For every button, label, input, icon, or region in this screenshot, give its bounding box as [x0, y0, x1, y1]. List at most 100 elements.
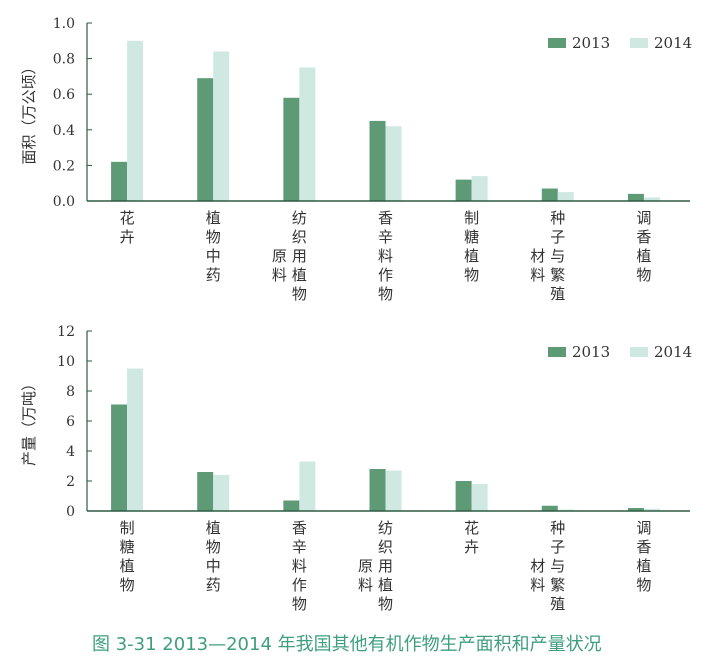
category-label-char: 种: [550, 209, 565, 227]
bar-2014: [643, 508, 660, 511]
y-tick-label: 6: [66, 414, 75, 430]
category-label-char: 植: [206, 209, 221, 227]
category-label-char: 植: [636, 247, 651, 265]
legend-label-2014: 2014: [654, 343, 692, 361]
production-chart-panel: 024681012产量（万吨）制糖植物植物中药香辛料作物纺织用植物原料花卉种子与…: [20, 324, 692, 613]
category-label-char: 织: [378, 538, 393, 556]
category-label-char: 料: [292, 557, 307, 575]
category-label-char: 种: [550, 519, 565, 537]
y-tick-label: 0.0: [53, 194, 75, 210]
bar-2014: [385, 470, 402, 511]
legend-swatch-2013: [548, 38, 566, 48]
bar-2014: [471, 176, 488, 201]
category-label-char: 繁: [550, 576, 565, 594]
bar-2014: [557, 192, 574, 201]
category-label-char: 香: [292, 519, 307, 537]
legend-label-2014: 2014: [654, 34, 692, 52]
category-label-char: 物: [636, 266, 651, 284]
bar-2013: [369, 120, 386, 201]
category-label-char: 用: [378, 557, 393, 575]
category-label-char: 织: [292, 228, 307, 246]
category-label-char: 植: [120, 557, 135, 575]
category-label-char: 子: [550, 228, 565, 246]
category-label-char: 殖: [550, 595, 565, 613]
category-label-char: 纺: [292, 209, 307, 227]
y-tick-label: 0: [66, 504, 75, 520]
y-tick-label: 0.6: [53, 87, 75, 103]
bar-2014: [643, 197, 660, 201]
category-label-char: 糖: [120, 538, 135, 556]
y-tick-label: 1.0: [53, 16, 75, 32]
category-label-char: 中: [206, 557, 221, 575]
category-label-char: 料: [530, 576, 545, 594]
category-label-char: 物: [636, 576, 651, 594]
category-label-char: 材: [530, 247, 545, 265]
bar-2013: [111, 404, 128, 511]
category-label-char: 香: [636, 538, 651, 556]
bar-2014: [213, 475, 230, 511]
bar-2014: [299, 461, 316, 511]
category-label-char: 花: [120, 209, 135, 227]
category-label-char: 子: [550, 538, 565, 556]
category-label-char: 植: [464, 247, 479, 265]
category-label-char: 植: [206, 519, 221, 537]
category-label-char: 物: [378, 595, 393, 613]
category-label-char: 花: [464, 519, 479, 537]
bar-2013: [197, 78, 214, 201]
category-label-char: 物: [292, 285, 307, 303]
category-label-char: 物: [464, 266, 479, 284]
bar-2013: [455, 481, 472, 511]
category-label-char: 与: [550, 557, 565, 575]
category-label-char: 原: [358, 557, 373, 575]
category-label-char: 料: [378, 247, 393, 265]
category-label-char: 植: [636, 557, 651, 575]
bar-2013: [369, 469, 386, 511]
bar-2014: [385, 126, 402, 201]
category-label-char: 与: [550, 247, 565, 265]
category-label-char: 辛: [292, 538, 307, 556]
category-label-char: 中: [206, 247, 221, 265]
y-tick-label: 4: [66, 444, 75, 460]
category-label-char: 药: [206, 266, 221, 284]
category-label-char: 作: [378, 266, 393, 284]
bar-2014: [127, 368, 144, 511]
category-label-char: 料: [530, 266, 545, 284]
category-label-char: 物: [120, 576, 135, 594]
bar-2014: [213, 51, 230, 202]
bar-2013: [627, 508, 644, 511]
area-chart-panel: 0.00.20.40.60.81.0面积（万公顷）花卉植物中药纺织用植物原料香辛…: [20, 16, 692, 303]
category-label-char: 物: [206, 538, 221, 556]
category-label-char: 殖: [550, 285, 565, 303]
bar-2013: [627, 193, 644, 201]
category-label-char: 物: [206, 228, 221, 246]
y-tick-label: 2: [66, 474, 75, 490]
category-label-char: 辛: [378, 228, 393, 246]
legend-label-2013: 2013: [572, 34, 610, 52]
category-label-char: 制: [120, 519, 135, 537]
bar-2013: [283, 97, 300, 201]
category-label-char: 卉: [120, 228, 135, 246]
category-label-char: 调: [636, 519, 651, 537]
y-tick-label: 0.8: [53, 52, 75, 68]
category-label-char: 制: [464, 209, 479, 227]
legend-label-2013: 2013: [572, 343, 610, 361]
figure-caption: 图 3-31 2013—2014 年我国其他有机作物生产面积和产量状况: [92, 634, 602, 655]
legend-swatch-2014: [630, 38, 648, 48]
category-label-char: 调: [636, 209, 651, 227]
bar-2014: [471, 484, 488, 511]
category-label-char: 用: [292, 247, 307, 265]
category-label-char: 香: [636, 228, 651, 246]
y-tick-label: 0.4: [53, 123, 75, 139]
category-label-char: 繁: [550, 266, 565, 284]
category-label-char: 料: [358, 576, 373, 594]
y-tick-label: 10: [57, 354, 75, 370]
y-tick-label: 0.2: [53, 158, 75, 174]
y-axis-label: 产量（万吨）: [20, 376, 38, 466]
category-label-char: 植: [292, 266, 307, 284]
bar-2014: [299, 67, 316, 201]
bar-2013: [541, 188, 558, 201]
category-label-char: 卉: [464, 538, 479, 556]
bar-2013: [111, 161, 128, 201]
category-label-char: 糖: [464, 228, 479, 246]
